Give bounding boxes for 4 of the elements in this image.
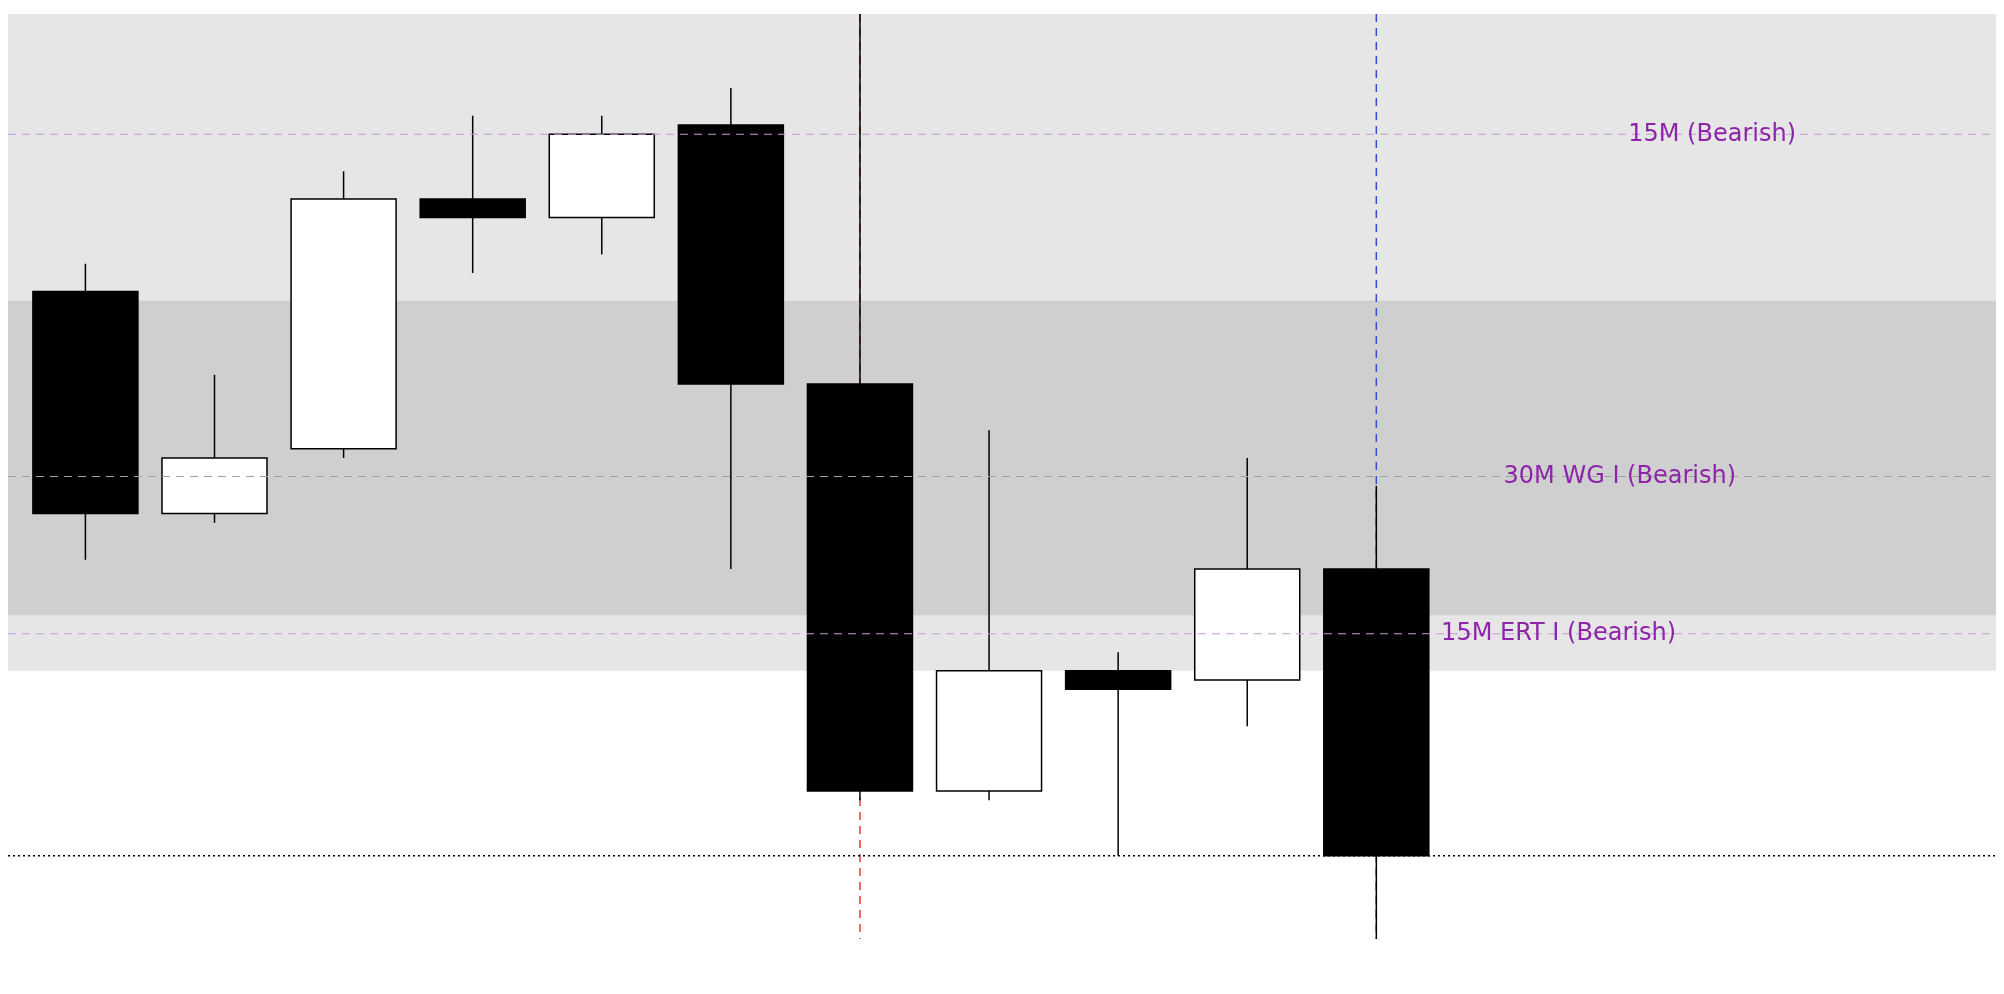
ref-line-label: 30M WG I (Bearish) (1503, 461, 1736, 490)
ref-line-label: 15M (Bearish) (1628, 118, 1796, 147)
candlestick (419, 115, 526, 274)
ref-line-label: 15M ERT I (Bearish) (1441, 618, 1676, 647)
